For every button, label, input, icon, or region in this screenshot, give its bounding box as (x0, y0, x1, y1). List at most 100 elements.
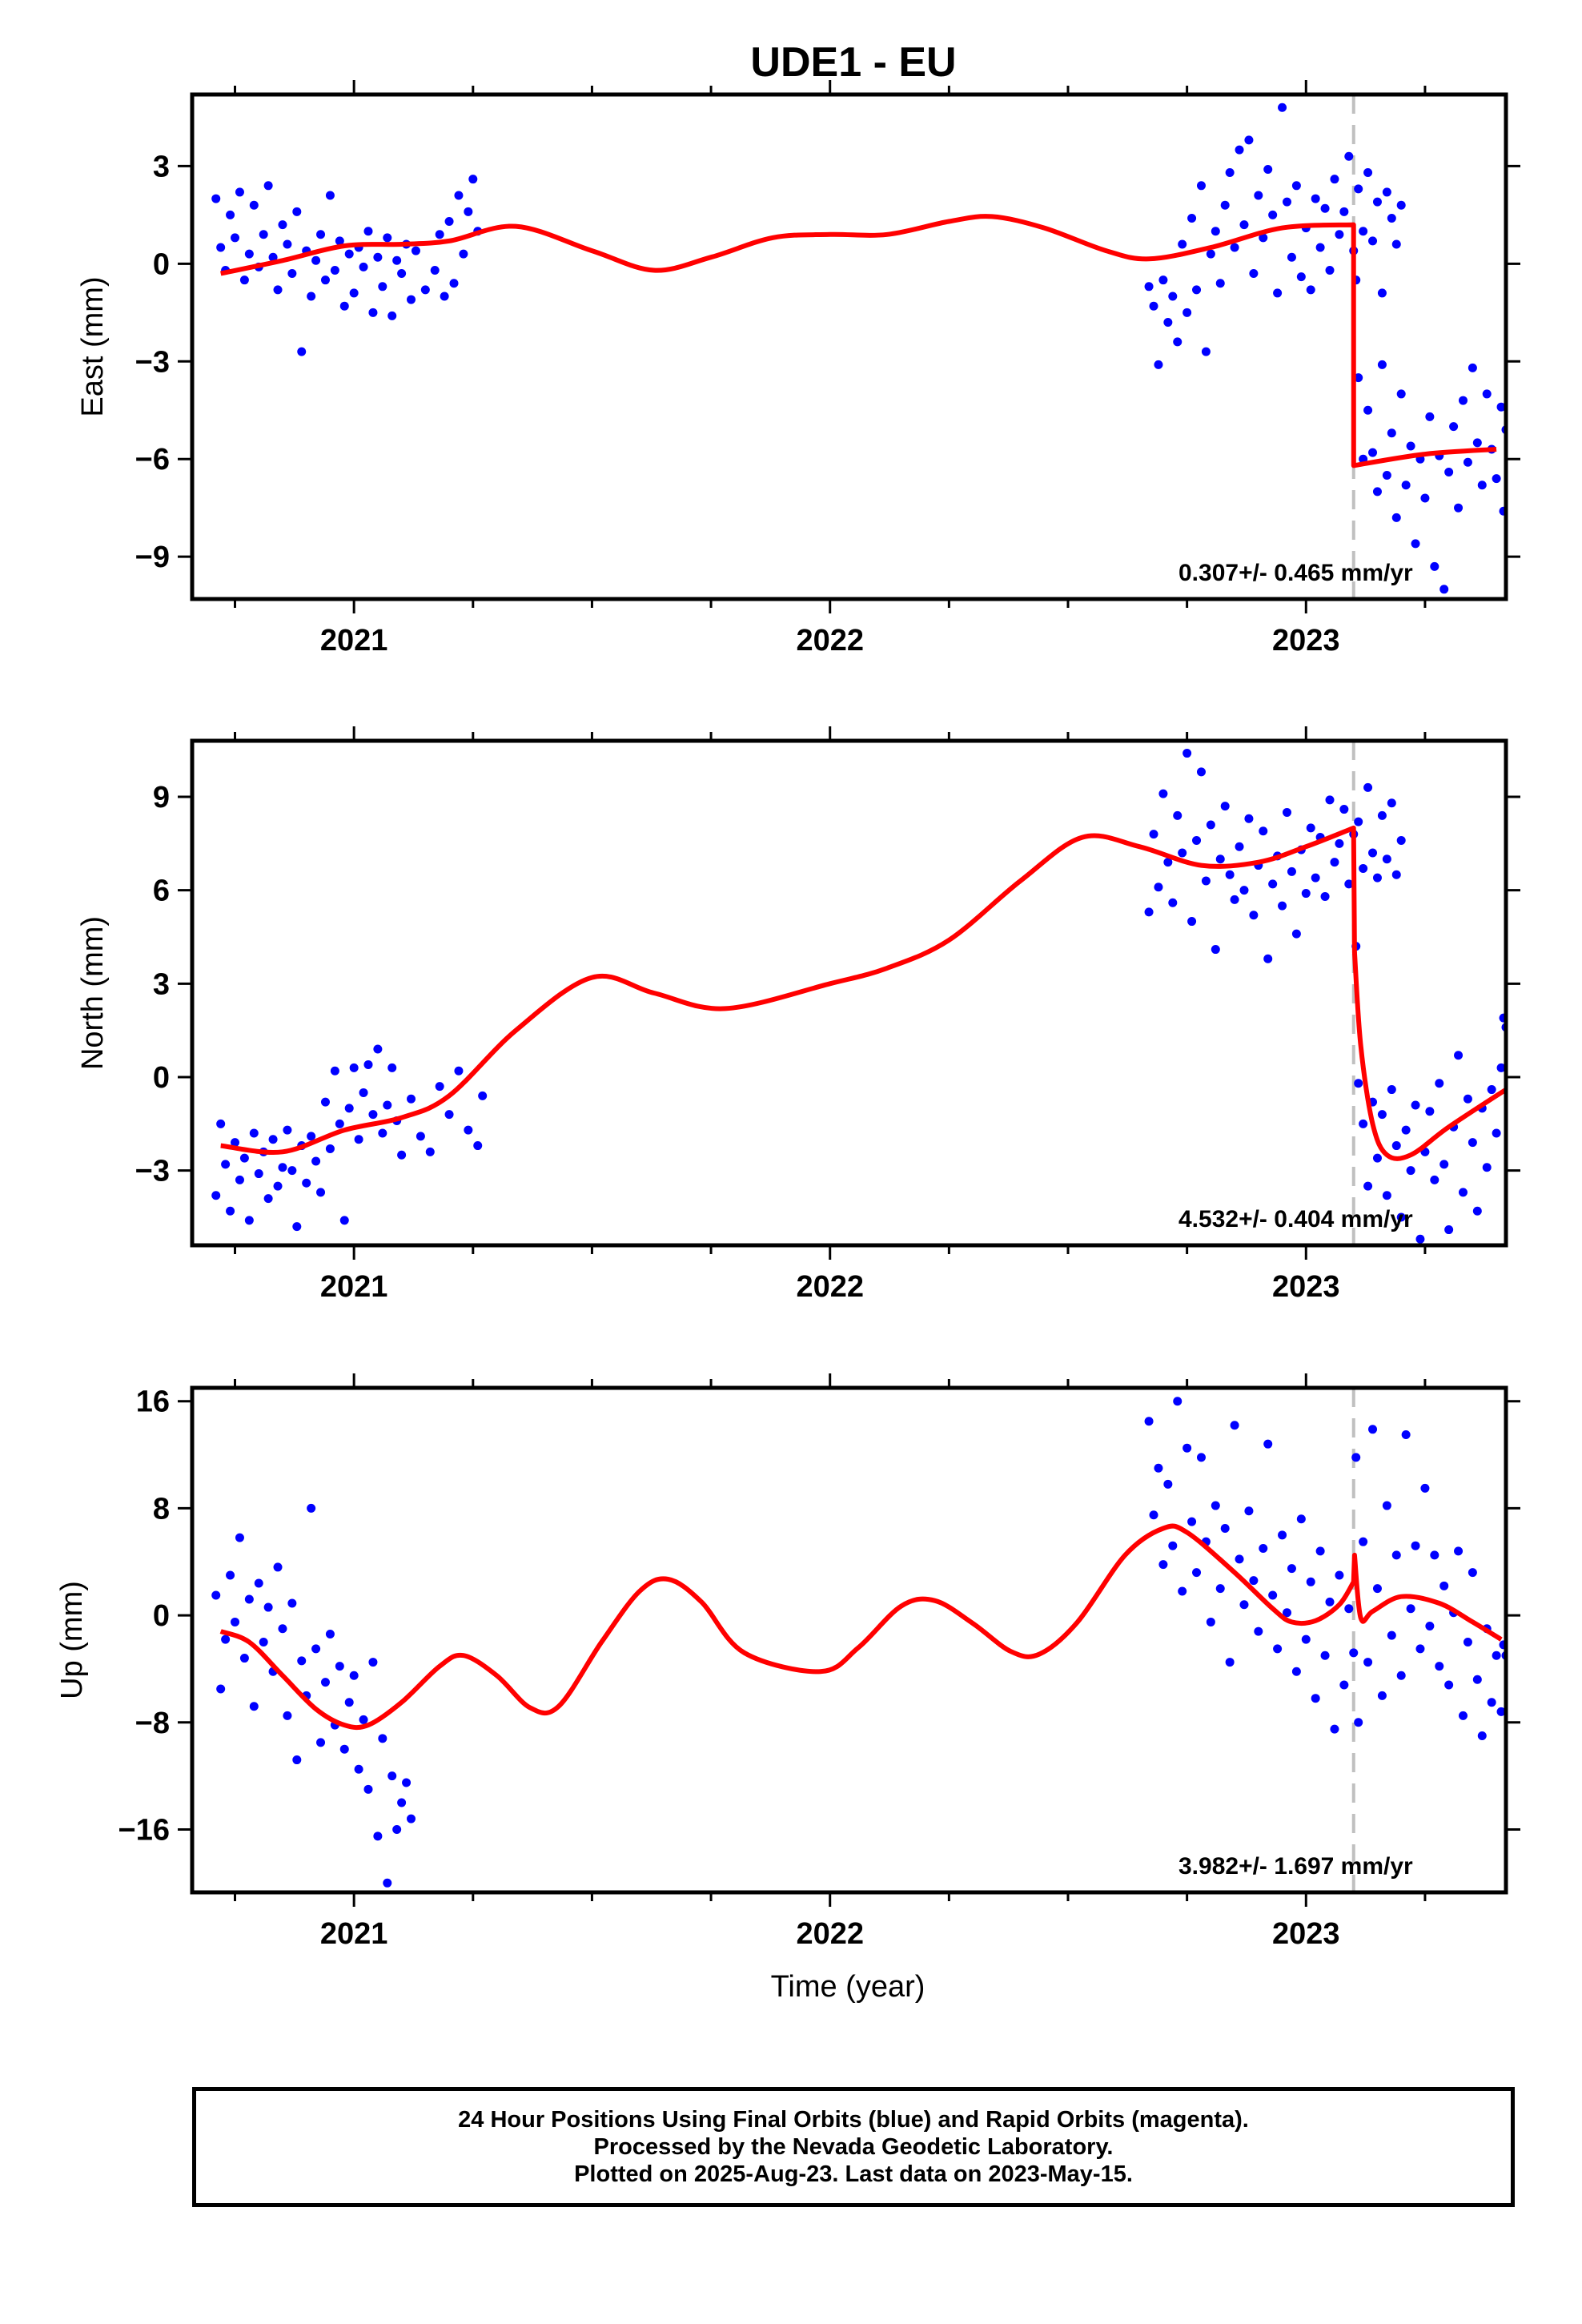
data-point (435, 1082, 444, 1092)
data-point (354, 1764, 363, 1774)
data-point (392, 255, 402, 265)
data-point (1449, 422, 1459, 432)
data-point (1173, 337, 1182, 347)
data-point (1425, 1107, 1435, 1116)
data-point (1215, 279, 1225, 288)
data-point (344, 249, 354, 259)
data-point (407, 295, 416, 304)
data-point (1263, 1439, 1273, 1449)
data-point (1425, 1621, 1435, 1630)
data-point (397, 1150, 407, 1160)
data-point (297, 1656, 307, 1666)
north-y-axis-label: North (mm) (76, 916, 110, 1070)
data-point (1391, 513, 1401, 522)
data-point (1249, 911, 1259, 920)
east-points (211, 103, 1506, 594)
data-point (344, 1104, 354, 1113)
data-point (1163, 1479, 1173, 1489)
data-point (211, 1191, 221, 1200)
data-point (383, 233, 392, 243)
data-point (1458, 396, 1468, 405)
data-point (1368, 448, 1378, 457)
data-point (1154, 360, 1163, 369)
data-point (1220, 1523, 1230, 1533)
data-point (1458, 1711, 1468, 1720)
data-point (1415, 1234, 1425, 1244)
data-point (1477, 1731, 1487, 1740)
data-point (1168, 898, 1178, 907)
data-point (407, 1094, 416, 1104)
data-point (1406, 1166, 1415, 1176)
data-point (1173, 810, 1182, 820)
data-point (1406, 1604, 1415, 1614)
data-point (454, 1066, 464, 1076)
data-point (1263, 954, 1273, 963)
data-point (1439, 585, 1449, 594)
data-point (1196, 181, 1206, 191)
data-point (1354, 1718, 1363, 1727)
data-point (1244, 135, 1254, 145)
up-points (211, 1397, 1506, 1888)
data-point (373, 1044, 383, 1054)
data-point (239, 1153, 249, 1163)
data-point (1492, 1651, 1501, 1660)
data-point (292, 1755, 302, 1765)
data-point (1382, 471, 1391, 480)
data-point (283, 1711, 292, 1720)
north-fit-line (220, 825, 1506, 1161)
data-point (1254, 1626, 1263, 1636)
east-panel: 2021 2022 2023 3 0 −3 −6 −9 East (mm) 0.307+/- 0.… (76, 80, 1520, 657)
data-point (359, 1715, 368, 1724)
data-point (1330, 175, 1339, 184)
data-point (1211, 945, 1220, 955)
data-point (1244, 1506, 1254, 1516)
footer-line-3: Plotted on 2025-Aug-23. Last data on 202… (574, 2161, 1133, 2187)
data-point (368, 308, 378, 317)
up-fit-line (219, 1523, 1503, 1731)
data-point (216, 1119, 226, 1128)
data-point (1339, 1680, 1349, 1690)
data-point (1377, 288, 1387, 298)
y-tick-label: 8 (153, 1492, 170, 1526)
data-point (1359, 227, 1368, 236)
data-point (1149, 301, 1158, 311)
data-point (1287, 252, 1296, 262)
data-point (349, 1063, 359, 1072)
data-point (1396, 200, 1406, 210)
up-frame (190, 1385, 1508, 1895)
data-point (254, 1169, 263, 1179)
data-point (402, 1778, 412, 1787)
data-point (1154, 883, 1163, 892)
data-point (383, 1878, 392, 1888)
footer-line-1: 24 Hour Positions Using Final Orbits (bl… (458, 2107, 1249, 2133)
data-point (464, 1125, 473, 1135)
data-point (1225, 1658, 1235, 1667)
data-point (221, 1634, 231, 1644)
data-point (235, 187, 244, 197)
data-point (1377, 360, 1387, 369)
data-point (1192, 835, 1202, 845)
data-point (368, 1110, 378, 1120)
data-point (363, 1059, 373, 1069)
x-tick-label: 2022 (796, 1270, 864, 1304)
data-point (339, 1216, 349, 1225)
data-point (368, 1658, 378, 1667)
data-point (1387, 798, 1396, 808)
data-point (354, 1135, 363, 1144)
data-point (1283, 197, 1291, 207)
data-point (430, 265, 440, 275)
up-velocity-label: 3.982+/- 1.697 mm/yr (1178, 1853, 1413, 1880)
data-point (1344, 879, 1354, 889)
data-point (1320, 203, 1330, 213)
data-point (1220, 200, 1230, 210)
data-point (1163, 858, 1173, 867)
data-point (1235, 1554, 1244, 1564)
data-point (1259, 233, 1268, 243)
data-point (1215, 854, 1225, 864)
data-point (1477, 480, 1487, 490)
data-point (349, 288, 359, 298)
data-point (1187, 213, 1197, 223)
data-point (1239, 220, 1249, 230)
data-point (1359, 1537, 1368, 1546)
